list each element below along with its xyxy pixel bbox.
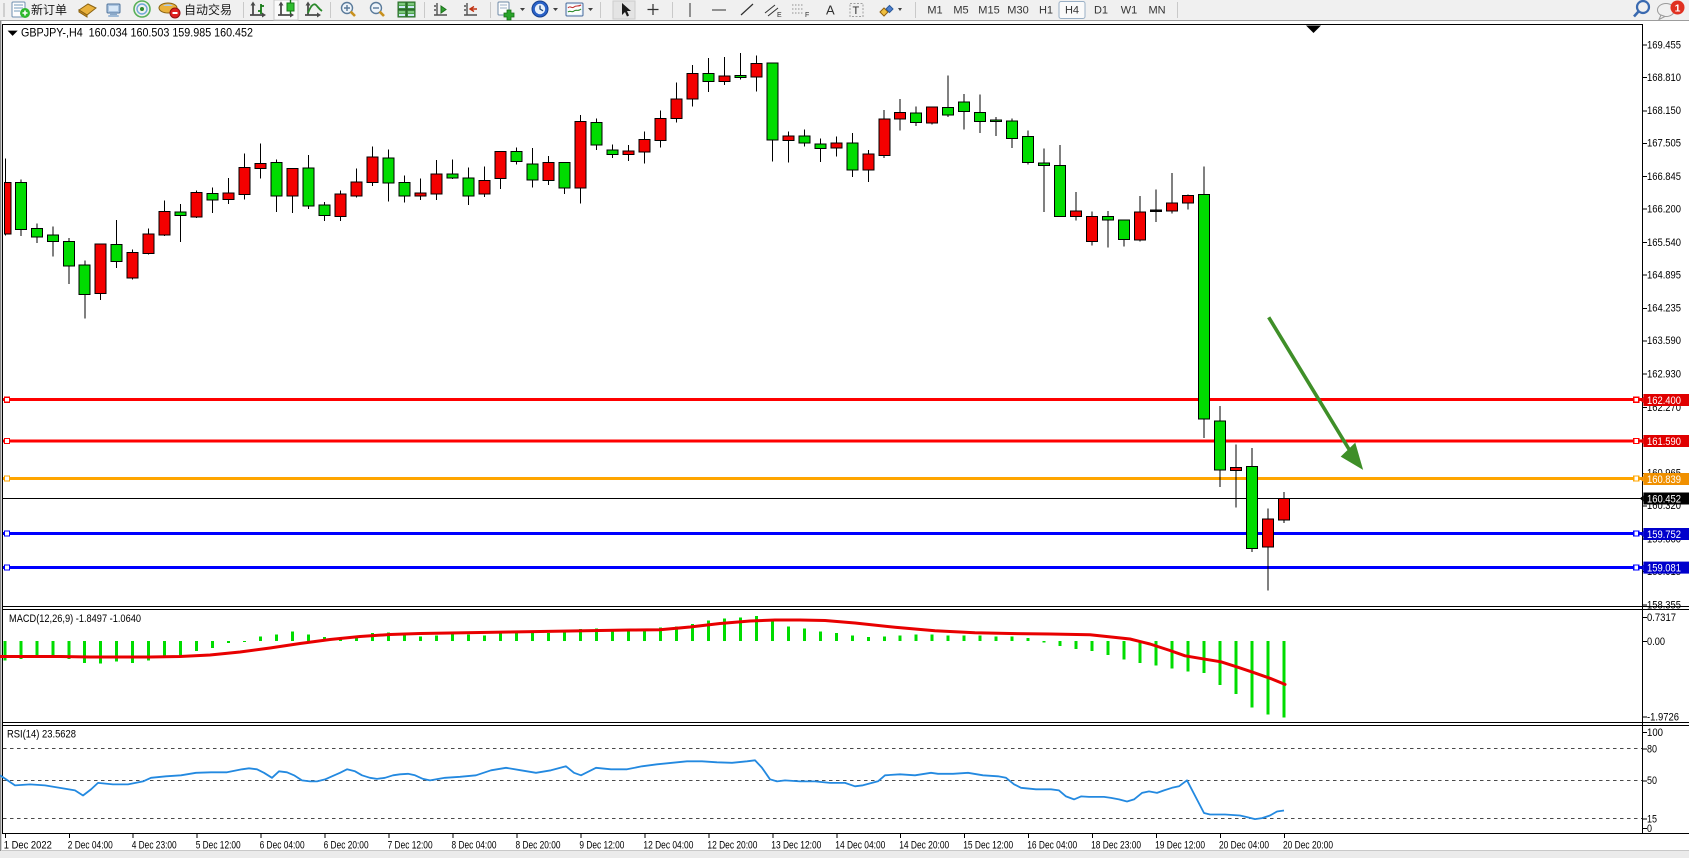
svg-text:167.505: 167.505 — [1647, 138, 1681, 150]
svg-text:14 Dec 20:00: 14 Dec 20:00 — [899, 840, 949, 852]
svg-text:19 Dec 12:00: 19 Dec 12:00 — [1155, 840, 1205, 852]
svg-text:H1: H1 — [1039, 5, 1053, 17]
svg-text:E: E — [777, 12, 782, 19]
svg-text:168.810: 168.810 — [1647, 72, 1681, 84]
svg-text:GBPJPY-,H4 160.034 160.503 15: GBPJPY-,H4 160.034 160.503 159.985 160.4… — [21, 26, 253, 40]
svg-text:0.00: 0.00 — [1647, 636, 1665, 648]
svg-text:166.845: 166.845 — [1647, 171, 1681, 183]
svg-text:M5: M5 — [953, 5, 968, 17]
svg-text:162.930: 162.930 — [1647, 369, 1681, 381]
svg-text:50: 50 — [1647, 775, 1657, 787]
svg-text:A: A — [826, 3, 835, 18]
svg-text:13 Dec 12:00: 13 Dec 12:00 — [771, 840, 821, 852]
svg-text:F: F — [805, 12, 809, 19]
svg-text:5 Dec 12:00: 5 Dec 12:00 — [196, 840, 241, 852]
svg-text:100: 100 — [1647, 727, 1663, 739]
svg-text:16 Dec 04:00: 16 Dec 04:00 — [1027, 840, 1077, 852]
svg-text:8 Dec 04:00: 8 Dec 04:00 — [452, 840, 497, 852]
svg-text:H4: H4 — [1065, 5, 1079, 17]
svg-text:169.455: 169.455 — [1647, 39, 1681, 51]
svg-text:163.590: 163.590 — [1647, 335, 1681, 347]
svg-text:12 Dec 04:00: 12 Dec 04:00 — [643, 840, 693, 852]
svg-text:159.752: 159.752 — [1647, 529, 1681, 541]
svg-text:15: 15 — [1647, 813, 1657, 825]
svg-text:新订单: 新订单 — [31, 2, 67, 17]
svg-text:0: 0 — [1647, 823, 1652, 835]
svg-text:W1: W1 — [1121, 5, 1138, 17]
svg-text:12 Dec 20:00: 12 Dec 20:00 — [707, 840, 757, 852]
svg-text:6 Dec 04:00: 6 Dec 04:00 — [260, 840, 305, 852]
svg-text:1: 1 — [1675, 3, 1681, 15]
svg-text:18 Dec 23:00: 18 Dec 23:00 — [1091, 840, 1141, 852]
svg-text:165.540: 165.540 — [1647, 237, 1681, 249]
svg-text:80: 80 — [1647, 743, 1657, 755]
svg-text:RSI(14) 23.5628: RSI(14) 23.5628 — [7, 729, 76, 741]
svg-text:161.590: 161.590 — [1647, 436, 1681, 448]
svg-text:2 Dec 04:00: 2 Dec 04:00 — [68, 840, 113, 852]
svg-text:159.081: 159.081 — [1647, 562, 1681, 574]
svg-text:160.452: 160.452 — [1647, 493, 1681, 505]
svg-text:20 Dec 20:00: 20 Dec 20:00 — [1283, 840, 1333, 852]
svg-text:164.235: 164.235 — [1647, 303, 1681, 315]
svg-text:D1: D1 — [1094, 5, 1108, 17]
svg-text:M1: M1 — [927, 5, 942, 17]
svg-text:162.400: 162.400 — [1647, 395, 1681, 407]
svg-text:0.7317: 0.7317 — [1647, 612, 1676, 624]
svg-text:15 Dec 12:00: 15 Dec 12:00 — [963, 840, 1013, 852]
svg-text:166.200: 166.200 — [1647, 204, 1681, 216]
svg-text:168.150: 168.150 — [1647, 105, 1681, 117]
svg-text:4 Dec 23:00: 4 Dec 23:00 — [132, 840, 177, 852]
svg-text:7 Dec 12:00: 7 Dec 12:00 — [388, 840, 433, 852]
svg-text:164.895: 164.895 — [1647, 269, 1681, 281]
svg-text:9 Dec 12:00: 9 Dec 12:00 — [579, 840, 624, 852]
svg-text:MACD(12,26,9) -1.8497 -1.0640: MACD(12,26,9) -1.8497 -1.0640 — [9, 613, 141, 625]
svg-text:T: T — [853, 5, 860, 17]
svg-text:14 Dec 04:00: 14 Dec 04:00 — [835, 840, 885, 852]
svg-text:8 Dec 20:00: 8 Dec 20:00 — [516, 840, 561, 852]
svg-text:158.355: 158.355 — [1647, 599, 1681, 611]
svg-text:自动交易: 自动交易 — [184, 2, 232, 17]
svg-text:MN: MN — [1148, 5, 1165, 17]
svg-text:M15: M15 — [978, 5, 999, 17]
svg-text:160.839: 160.839 — [1647, 474, 1681, 486]
svg-text:20 Dec 04:00: 20 Dec 04:00 — [1219, 840, 1269, 852]
svg-text:M30: M30 — [1007, 5, 1028, 17]
svg-text:1 Dec 2022: 1 Dec 2022 — [4, 840, 52, 852]
svg-text:6 Dec 20:00: 6 Dec 20:00 — [324, 840, 369, 852]
svg-text:-1.9726: -1.9726 — [1647, 711, 1679, 723]
